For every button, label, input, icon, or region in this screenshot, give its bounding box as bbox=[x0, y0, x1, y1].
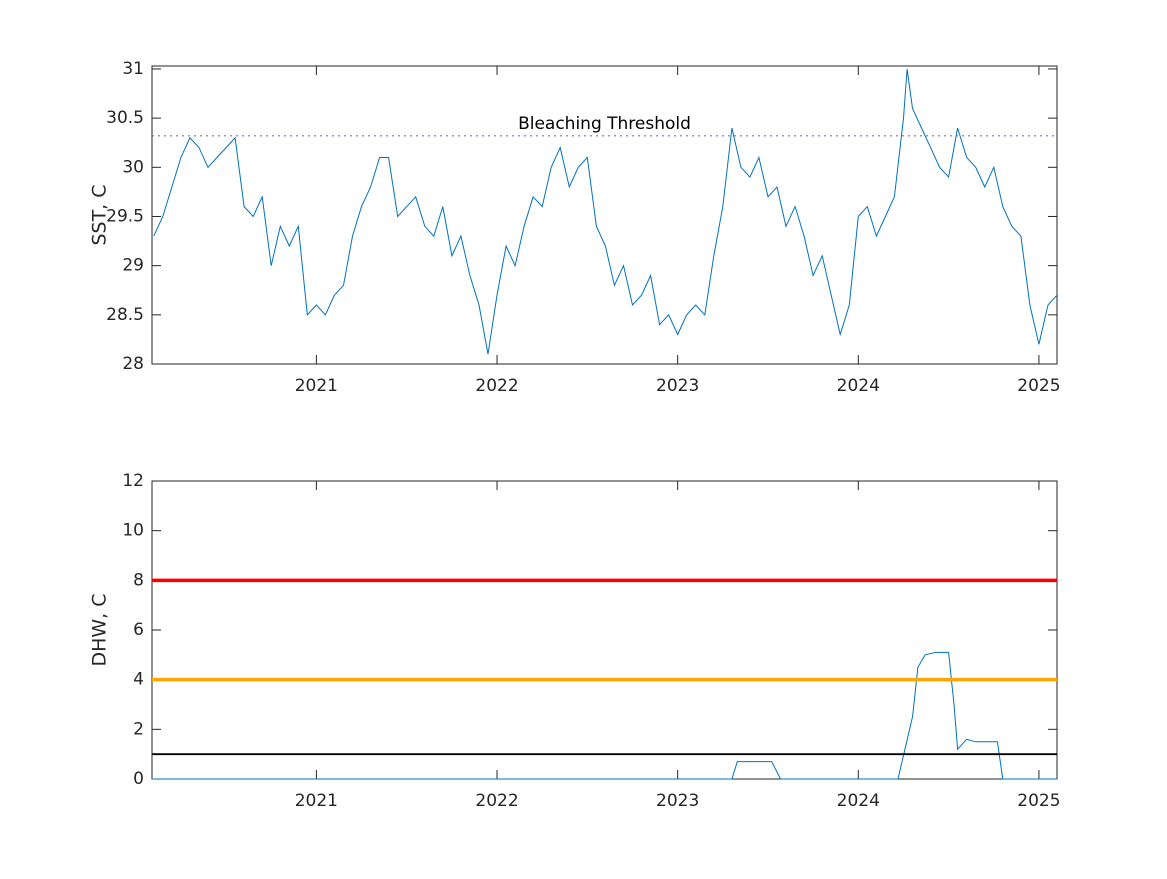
y-tick-label: 8 bbox=[133, 570, 144, 590]
threshold-label: Bleaching Threshold bbox=[518, 114, 691, 134]
x-tick-label: 2023 bbox=[656, 791, 699, 811]
x-tick-label: 2025 bbox=[1017, 376, 1060, 396]
y-tick-label: 30.5 bbox=[106, 108, 144, 128]
x-tick-label: 2022 bbox=[475, 376, 518, 396]
y-tick-label: 6 bbox=[133, 620, 144, 640]
x-tick-label: 2021 bbox=[295, 791, 338, 811]
y-tick-label: 28.5 bbox=[106, 305, 144, 325]
y-tick-label: 2 bbox=[133, 719, 144, 739]
x-tick-label: 2022 bbox=[475, 791, 518, 811]
y-axis-label: SST, C bbox=[89, 184, 111, 245]
y-tick-label: 12 bbox=[122, 471, 144, 491]
y-tick-label: 10 bbox=[122, 521, 144, 541]
y-tick-label: 4 bbox=[133, 670, 144, 690]
y-tick-label: 28 bbox=[122, 354, 144, 374]
axes-box bbox=[151, 65, 1058, 365]
axes-box bbox=[151, 480, 1058, 780]
x-tick-label: 2024 bbox=[837, 376, 880, 396]
data-line bbox=[153, 68, 1058, 355]
x-tick-label: 2023 bbox=[656, 376, 699, 396]
y-axis-label: DHW, C bbox=[89, 593, 111, 666]
y-tick-label: 30 bbox=[122, 157, 144, 177]
y-tick-label: 29.5 bbox=[106, 206, 144, 226]
y-tick-label: 31 bbox=[122, 59, 144, 79]
x-tick-label: 2024 bbox=[837, 791, 880, 811]
data-line bbox=[152, 651, 1057, 780]
y-tick-label: 0 bbox=[133, 769, 144, 789]
y-tick-label: 29 bbox=[122, 256, 144, 276]
x-tick-label: 2021 bbox=[295, 376, 338, 396]
x-tick-label: 2025 bbox=[1017, 791, 1060, 811]
